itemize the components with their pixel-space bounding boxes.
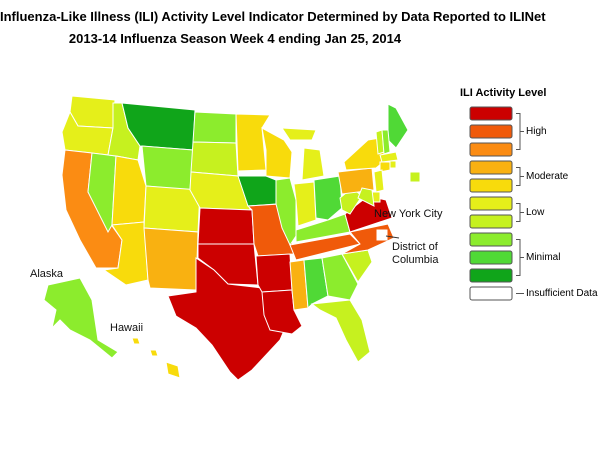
legend-title: ILI Activity Level <box>460 87 547 99</box>
chart-subtitle: 2013-14 Influenza Season Week 4 ending J… <box>68 31 402 46</box>
label-district-of-columbia: District of Columbia <box>392 241 439 266</box>
dc-pointer-line <box>385 235 400 239</box>
state-nh <box>381 129 391 155</box>
legend-swatch-level-2 <box>469 250 513 265</box>
state-in <box>293 181 317 227</box>
state-ct <box>379 161 391 173</box>
legend-swatch-level-8 <box>469 142 513 157</box>
legend-swatch-level-6 <box>469 178 513 193</box>
legend-group-label: Insufficient Data <box>526 287 598 299</box>
state-md <box>357 187 375 207</box>
legend-group-label: Moderate <box>526 170 569 182</box>
chart-title: Influenza-Like Illness (ILI) Activity Le… <box>0 9 546 24</box>
legend-swatch-level-3 <box>469 232 513 247</box>
legend-swatch-level-7 <box>469 160 513 175</box>
legend-bracket-3 <box>516 239 524 276</box>
legend-group-label: Minimal <box>526 251 561 263</box>
state-nyc <box>409 171 421 183</box>
state-ms <box>289 259 309 311</box>
state-oh <box>313 175 343 221</box>
legend-bracket-1 <box>516 167 524 186</box>
state-ma <box>379 151 399 163</box>
label-new-york-city: New York City <box>374 208 443 220</box>
legend-group-label: Low <box>526 206 545 218</box>
state-nm <box>143 227 199 291</box>
legend-swatch-level-4 <box>469 214 513 229</box>
legend-swatch-level-9 <box>469 124 513 139</box>
legend-swatch-level-10 <box>469 106 513 121</box>
state-dc <box>376 229 388 241</box>
state-ga <box>321 253 359 301</box>
state-hi <box>131 337 181 379</box>
legend-bracket-0 <box>516 113 524 150</box>
legend-swatch-level-0 <box>469 286 513 301</box>
state-nj <box>373 169 385 193</box>
state-ri <box>389 160 397 169</box>
legend-swatch-level-1 <box>469 268 513 283</box>
label-hawaii: Hawaii <box>110 322 144 334</box>
state-mi <box>281 127 325 181</box>
state-mn <box>235 113 271 172</box>
legend-swatch-level-5 <box>469 196 513 211</box>
state-il <box>275 177 297 247</box>
state-fl <box>310 299 371 363</box>
legend-bracket-2 <box>516 203 524 222</box>
label-alaska: Alaska <box>30 268 64 280</box>
state-al <box>303 257 329 310</box>
legend-group-label: High <box>526 125 547 137</box>
title-block: Influenza-Like Illness (ILI) Activity Le… <box>0 6 546 50</box>
state-ak <box>43 277 119 359</box>
